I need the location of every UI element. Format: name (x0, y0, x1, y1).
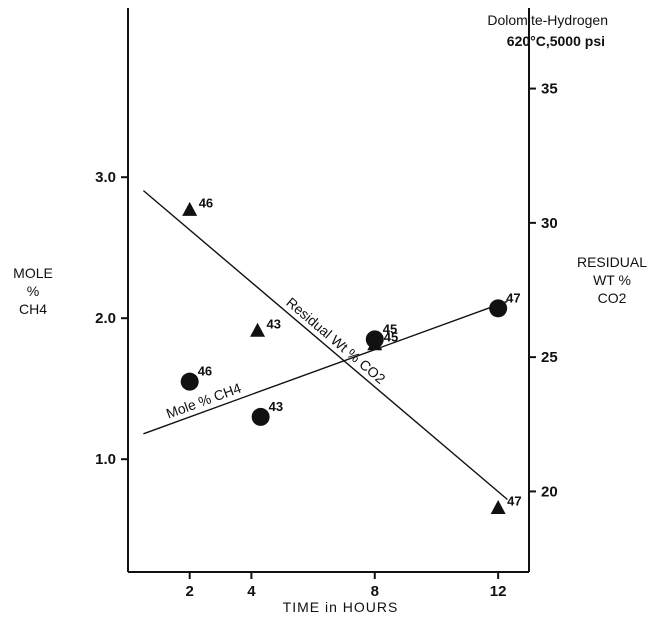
ch4-circle-point (251, 407, 270, 426)
data-points (180, 201, 508, 515)
chart-title: Dolomite-Hydrogen (487, 12, 608, 28)
co2-point-label: 47 (507, 494, 521, 509)
axes (121, 8, 536, 579)
fit-lines (142, 190, 508, 501)
y-right-tick-label: 25 (541, 349, 558, 366)
ch4-fit-line (143, 300, 508, 435)
co2-fit-line (142, 190, 508, 501)
ch4-point-label: 43 (269, 399, 283, 414)
ch4-circle-point (489, 299, 508, 318)
y-right-axis-label: WT % (593, 272, 631, 288)
co2-point-label: 46 (199, 195, 213, 210)
x-tick-label: 8 (371, 583, 379, 600)
y-right-tick-label: 35 (541, 81, 558, 98)
chart-subtitle: 620°C,5000 psi (507, 33, 605, 49)
ch4-line-label: Mole % CH4 (164, 380, 244, 422)
co2-triangle-point (250, 322, 266, 337)
co2-point-label: 45 (384, 330, 398, 345)
y-left-tick-label: 3.0 (95, 169, 116, 186)
y-left-tick-label: 1.0 (95, 451, 116, 468)
co2-triangle-point (182, 201, 198, 216)
ch4-point-label: 45 (383, 321, 397, 336)
y-right-axis-label: CO2 (598, 290, 627, 306)
y-right-tick-label: 30 (541, 215, 558, 232)
co2-point-label: 43 (267, 316, 281, 331)
co2-triangle-point (490, 500, 506, 515)
y-right-axis-label: RESIDUAL (577, 254, 647, 270)
ch4-circle-point (180, 372, 199, 391)
y-left-axis-label: CH4 (19, 301, 47, 317)
x-tick-label: 12 (490, 583, 507, 600)
y-right-tick-label: 20 (541, 483, 558, 500)
ch4-point-label: 47 (506, 290, 520, 305)
x-tick-label: 2 (186, 583, 194, 600)
y-left-axis-label: MOLE (13, 265, 53, 281)
ch4-point-label: 46 (198, 364, 212, 379)
co2-triangle-point (367, 336, 383, 351)
y-left-axis-label: % (27, 283, 39, 299)
x-axis-label: TIME in HOURS (283, 599, 399, 615)
y-left-tick-label: 2.0 (95, 310, 116, 327)
text-labels: 2 4 8 12 1.0 2.0 3.0 20 25 30 35 46 43 45 47 46 43 45 47 Mo… (13, 12, 647, 615)
x-tick-label: 4 (247, 583, 256, 600)
